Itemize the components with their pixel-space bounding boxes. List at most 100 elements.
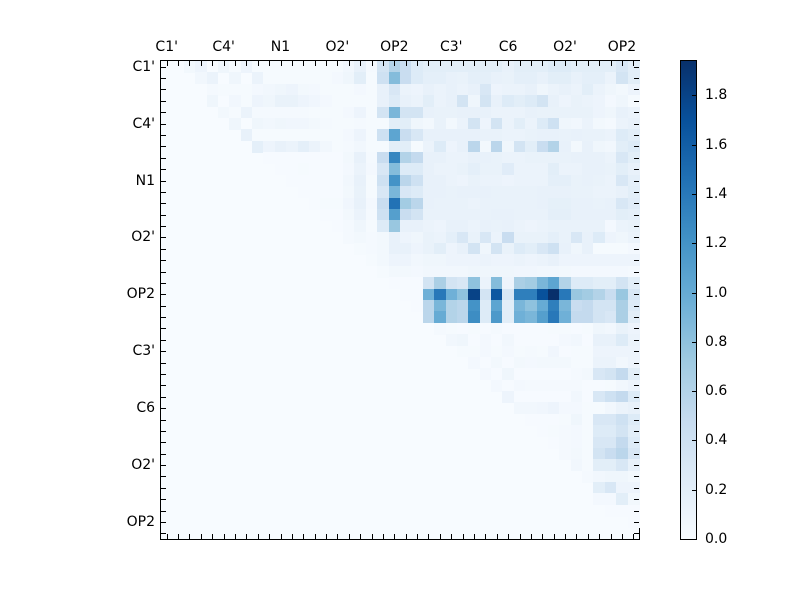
heatmap-cell: [434, 322, 447, 335]
heatmap-cell: [456, 106, 469, 119]
heatmap-cell: [456, 300, 469, 312]
y-tick: [161, 66, 166, 68]
x-tick: [337, 61, 339, 66]
x-tick: [314, 61, 316, 66]
heatmap-cell: [513, 254, 526, 267]
y-tick: [634, 214, 639, 216]
colorbar-tick-label: 1.4: [705, 186, 728, 203]
heatmap-cell: [217, 106, 230, 119]
heatmap-cell: [422, 61, 435, 73]
heatmap-cell: [593, 391, 606, 404]
heatmap-cell: [513, 334, 526, 347]
heatmap-cell: [593, 277, 606, 290]
heatmap-cell: [377, 220, 390, 233]
heatmap-cell: [354, 174, 367, 187]
heatmap-cell: [616, 322, 629, 335]
heatmap-cell: [559, 163, 572, 176]
heatmap-cell: [434, 300, 447, 312]
heatmap-cell: [411, 117, 424, 130]
heatmap-cell: [582, 254, 595, 267]
heatmap-cell: [263, 152, 276, 165]
heatmap-cell: [434, 197, 447, 210]
heatmap-cell: [400, 163, 412, 176]
y-tick: [634, 351, 639, 353]
heatmap-cell: [536, 413, 549, 426]
heatmap-cell: [604, 493, 617, 506]
heatmap-cell: [593, 413, 606, 426]
heatmap-cell: [616, 197, 629, 210]
x-tick: [348, 61, 350, 66]
heatmap-cell: [468, 265, 481, 278]
colorbar-tick: [692, 489, 697, 491]
heatmap-cell: [491, 83, 504, 96]
heatmap-cell: [343, 61, 356, 73]
heatmap-cell: [547, 61, 560, 73]
heatmap-cell: [559, 186, 572, 199]
heatmap-cell: [320, 129, 333, 142]
heatmap-cell: [365, 95, 378, 108]
heatmap-cell: [502, 140, 515, 153]
heatmap-cell: [547, 95, 560, 108]
heatmap-cell: [377, 243, 390, 256]
heatmap-cell: [570, 311, 583, 324]
x-tick: [291, 534, 293, 539]
heatmap-cell: [604, 197, 617, 210]
x-tick-label: C1': [155, 39, 178, 55]
heatmap-cell: [456, 243, 469, 256]
heatmap-cell: [559, 243, 572, 256]
heatmap-cell: [479, 174, 492, 187]
colorbar-tick-label: 1.2: [705, 235, 728, 252]
heatmap-cell: [263, 83, 276, 96]
heatmap-cell: [559, 72, 572, 85]
heatmap-cell: [308, 83, 321, 96]
heatmap-cell: [491, 334, 504, 347]
heatmap-cell: [502, 197, 515, 210]
heatmap-cell: [331, 140, 344, 153]
heatmap-cell: [627, 208, 640, 221]
heatmap-cell: [468, 322, 481, 335]
heatmap-cell: [570, 254, 583, 267]
heatmap-cell: [525, 163, 538, 176]
heatmap-cell: [582, 72, 595, 85]
heatmap-cell: [422, 243, 435, 256]
heatmap-cell: [570, 174, 583, 187]
heatmap-cell: [513, 391, 526, 404]
heatmap-cell: [536, 61, 549, 73]
heatmap-cell: [547, 129, 560, 142]
heatmap-cell: [400, 208, 412, 221]
x-tick: [189, 61, 191, 66]
heatmap-cell: [400, 117, 412, 130]
heatmap-cell: [582, 152, 595, 165]
heatmap-cell: [525, 197, 538, 210]
heatmap-cell: [297, 117, 310, 130]
heatmap-cell: [491, 106, 504, 119]
heatmap-cell: [582, 265, 595, 278]
heatmap-cell: [308, 117, 321, 130]
heatmap-cell: [308, 95, 321, 108]
heatmap-cell: [593, 470, 606, 483]
heatmap-cell: [491, 95, 504, 108]
heatmap-cell: [468, 140, 481, 153]
heatmap-cell: [570, 356, 583, 369]
heatmap-cell: [411, 83, 424, 96]
x-tick: [565, 534, 567, 539]
heatmap-cell: [525, 402, 538, 415]
heatmap-cell: [445, 72, 458, 85]
heatmap-cell: [229, 106, 242, 119]
heatmap-cell: [513, 220, 526, 233]
heatmap-cell: [479, 334, 492, 347]
x-tick: [234, 534, 236, 539]
heatmap-cell: [354, 95, 367, 108]
heatmap-cell: [479, 152, 492, 165]
heatmap-cell: [525, 72, 538, 85]
heatmap-cell: [286, 61, 299, 73]
heatmap-cell: [513, 129, 526, 142]
heatmap-cell: [582, 140, 595, 153]
heatmap-cell: [593, 243, 606, 256]
heatmap-cell: [479, 288, 492, 301]
heatmap-cell: [479, 140, 492, 153]
heatmap-cell: [616, 459, 629, 472]
heatmap-cell: [627, 186, 640, 199]
heatmap-cell: [297, 140, 310, 153]
heatmap-cell: [513, 277, 526, 290]
